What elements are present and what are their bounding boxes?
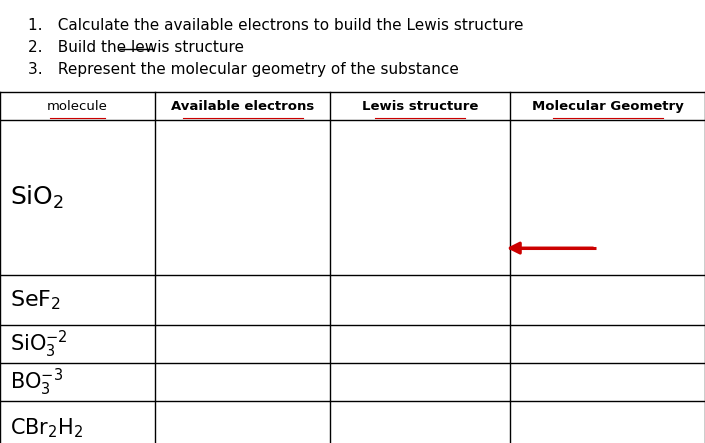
Text: 2. Build the lewis structure: 2. Build the lewis structure bbox=[28, 40, 244, 55]
Text: Molecular Geometry: Molecular Geometry bbox=[532, 100, 683, 113]
Text: CBr$_2$H$_2$: CBr$_2$H$_2$ bbox=[10, 417, 83, 440]
Text: SiO$_2$: SiO$_2$ bbox=[10, 184, 64, 211]
Text: SiO$_3^{-2}$: SiO$_3^{-2}$ bbox=[10, 328, 68, 360]
Text: BO$_3^{-3}$: BO$_3^{-3}$ bbox=[10, 366, 63, 398]
Text: 1. Calculate the available electrons to build the Lewis structure: 1. Calculate the available electrons to … bbox=[28, 18, 524, 33]
Text: Lewis structure: Lewis structure bbox=[362, 100, 478, 113]
Text: SeF$_2$: SeF$_2$ bbox=[10, 288, 61, 312]
Text: 3. Represent the molecular geometry of the substance: 3. Represent the molecular geometry of t… bbox=[28, 62, 459, 77]
Text: molecule: molecule bbox=[47, 100, 108, 113]
Text: Available electrons: Available electrons bbox=[171, 100, 314, 113]
